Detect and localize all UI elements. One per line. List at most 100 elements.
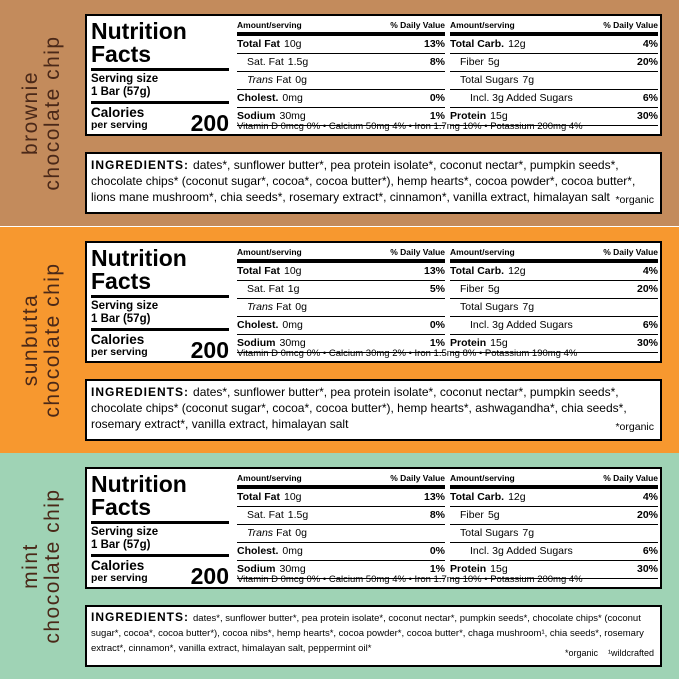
nutrient-name: Total Fat bbox=[237, 491, 280, 503]
nutrient-name: Cholest. bbox=[237, 545, 279, 557]
serving-label: Serving size bbox=[91, 73, 159, 85]
header-cell: % Daily Value bbox=[390, 20, 445, 30]
nutrient-row: Cholest. 0mg 0% bbox=[237, 543, 445, 561]
daily-value: 5% bbox=[429, 282, 445, 295]
serving-label: Serving size bbox=[91, 526, 159, 538]
nutrient: Total Fat 10g bbox=[237, 263, 302, 280]
nutrient: Total Carb. 12g bbox=[450, 489, 526, 506]
note: *organic bbox=[615, 420, 654, 433]
header-cell: Amount/serving bbox=[237, 246, 302, 257]
calories: Calories per serving 200 bbox=[91, 106, 229, 137]
calories-sub: per serving bbox=[91, 345, 148, 358]
nutrient: Total Carb. 12g bbox=[450, 36, 526, 53]
facts-title: Nutrition bbox=[91, 244, 187, 271]
ingredients-text: dates*, sunflower butter*, pea protein i… bbox=[91, 158, 636, 204]
nutrient-name: Total Fat bbox=[237, 38, 280, 50]
nutrient-name: Fiber bbox=[460, 282, 484, 295]
nutrient-row: Sodium 30mg 1% bbox=[237, 335, 445, 353]
nutrient-row: Total Fat 10g 13% bbox=[237, 263, 445, 281]
note: ¹wildcrafted bbox=[607, 648, 654, 658]
table-header: Amount/serving % Daily Value bbox=[237, 473, 445, 489]
ingredients: INGREDIENTS: dates*, sunflower butter*, p… bbox=[85, 378, 662, 441]
daily-value: 30% bbox=[636, 110, 658, 122]
nutrient-name: Fat bbox=[276, 74, 292, 86]
nutrient-amount: 5g bbox=[487, 282, 500, 295]
nutrient: Total Sugars 7g bbox=[460, 299, 534, 316]
nutrient-amount: 12g bbox=[508, 264, 526, 277]
nutrient-name: Fat bbox=[276, 527, 292, 539]
nutrient-amount: 7g bbox=[522, 527, 535, 539]
nutrient-row: Total Fat 10g 13% bbox=[237, 489, 445, 507]
nutrient: Fiber 5g bbox=[460, 281, 500, 298]
nutrient-amount: 12g bbox=[508, 38, 526, 50]
nutrient-amount: 7g bbox=[522, 300, 535, 313]
nutrient-row: Fiber 5g 20% bbox=[450, 507, 658, 525]
nutrient: Total Fat 10g bbox=[237, 36, 302, 53]
ingredients: INGREDIENTS: dates*, sunflower butter*, p… bbox=[85, 152, 662, 214]
nutrient-amount: 1.5g bbox=[287, 509, 309, 521]
rule bbox=[91, 554, 229, 557]
facts-title: Facts bbox=[91, 41, 152, 67]
nutrient-row: Protein 15g 30% bbox=[450, 561, 658, 579]
calories-value: 200 bbox=[190, 336, 229, 363]
daily-value: 4% bbox=[642, 38, 658, 50]
table-header: Amount/serving % Daily Value bbox=[450, 473, 658, 489]
nutrient-row: Incl. 3g Added Sugars 6% bbox=[450, 317, 658, 335]
table-header: Amount/serving % Daily Value bbox=[450, 247, 658, 263]
nutrient-row: Trans Fat 0g bbox=[237, 299, 445, 317]
header-cell: % Daily Value bbox=[390, 473, 445, 483]
nutrient-amount: 30mg bbox=[279, 110, 306, 122]
nutrient-amount: 15g bbox=[490, 110, 508, 122]
flavor-panel: sunbutta chocolate chip Nutrition Facts Serv… bbox=[0, 226, 679, 453]
daily-value: 20% bbox=[636, 509, 658, 521]
rule bbox=[91, 521, 229, 524]
flavor-line: sunbutta bbox=[19, 293, 42, 386]
nutrient-amount: 15g bbox=[490, 563, 508, 575]
nutrient-amount: 15g bbox=[490, 336, 508, 349]
nutrient-row: Sat. Fat 1.5g 8% bbox=[237, 507, 445, 525]
nutrient-amount: 5g bbox=[487, 509, 500, 521]
ingredient-notes: *organic bbox=[605, 419, 654, 435]
rule bbox=[91, 101, 229, 104]
nutrition-facts: Nutrition Facts Serving size 1 Bar (57g) Cal… bbox=[85, 467, 662, 589]
flavor-line: chocolate chip bbox=[41, 261, 64, 418]
nutrient: Total Sugars 7g bbox=[460, 72, 534, 89]
nutrient-amount: 30mg bbox=[279, 563, 306, 575]
table-header: Amount/serving % Daily Value bbox=[237, 20, 445, 36]
nutrient-italic: Trans bbox=[247, 300, 274, 313]
nutrient-amount: 0mg bbox=[282, 92, 303, 104]
daily-value: 20% bbox=[636, 56, 658, 68]
facts-summary: Nutrition Facts Serving size 1 Bar (57g) Cal… bbox=[91, 244, 229, 363]
daily-value: 1% bbox=[429, 336, 445, 349]
nutrient: Cholest. 0mg bbox=[237, 317, 303, 334]
nutrient-row: Sat. Fat 1.5g 8% bbox=[237, 54, 445, 72]
nutrient-table: Amount/serving% Daily Value Total Fat 10g 1… bbox=[237, 20, 445, 126]
nutrient: Fiber 5g bbox=[460, 54, 500, 71]
flavor-panel: mint chocolate chip Nutrition Facts Serving … bbox=[0, 453, 679, 679]
serving-size: 1 Bar (57g) bbox=[91, 539, 151, 551]
nutrient-amount: 1.5g bbox=[287, 56, 309, 68]
nutrient: Fiber 5g bbox=[460, 507, 500, 524]
nutrient-amount: 30mg bbox=[279, 336, 306, 349]
note: *organic bbox=[564, 648, 598, 658]
nutrient-row: Sodium 30mg 1% bbox=[237, 108, 445, 126]
nutrient: Cholest. 0mg bbox=[237, 543, 303, 560]
nutrient-amount: 10g bbox=[283, 38, 302, 50]
nutrient: Sodium 30mg bbox=[237, 108, 306, 125]
calories-sub: per serving bbox=[91, 119, 148, 131]
nutrient-table: Amount/serving% Daily Value Total Fat 10g 1… bbox=[237, 247, 445, 353]
daily-value: 6% bbox=[642, 545, 658, 557]
header-cell: % Daily Value bbox=[603, 473, 658, 483]
nutrient-row: Fiber 5g 20% bbox=[450, 281, 658, 299]
header-cell: % Daily Value bbox=[390, 246, 445, 257]
serving-size: 1 Bar (57g) bbox=[91, 86, 151, 98]
facts-summary: Nutrition Facts Serving size 1 Bar (57g) Cal… bbox=[91, 473, 229, 589]
vitamins: Vitamin D 0mcg 0% • Calcium 50mg 4% • Ir… bbox=[237, 121, 583, 132]
nutrient-name: Incl. 3g Added Sugars bbox=[470, 92, 573, 104]
nutrient-amount: 0g bbox=[295, 300, 307, 313]
nutrient: Sat. Fat 1.5g bbox=[247, 54, 308, 71]
table-header: Amount/serving % Daily Value bbox=[237, 247, 445, 263]
daily-value: 8% bbox=[429, 56, 445, 68]
nutrient-row: Protein 15g 30% bbox=[450, 108, 658, 126]
nutrient-table: Amount/serving % Daily Value Total Carb. 12… bbox=[450, 473, 658, 579]
